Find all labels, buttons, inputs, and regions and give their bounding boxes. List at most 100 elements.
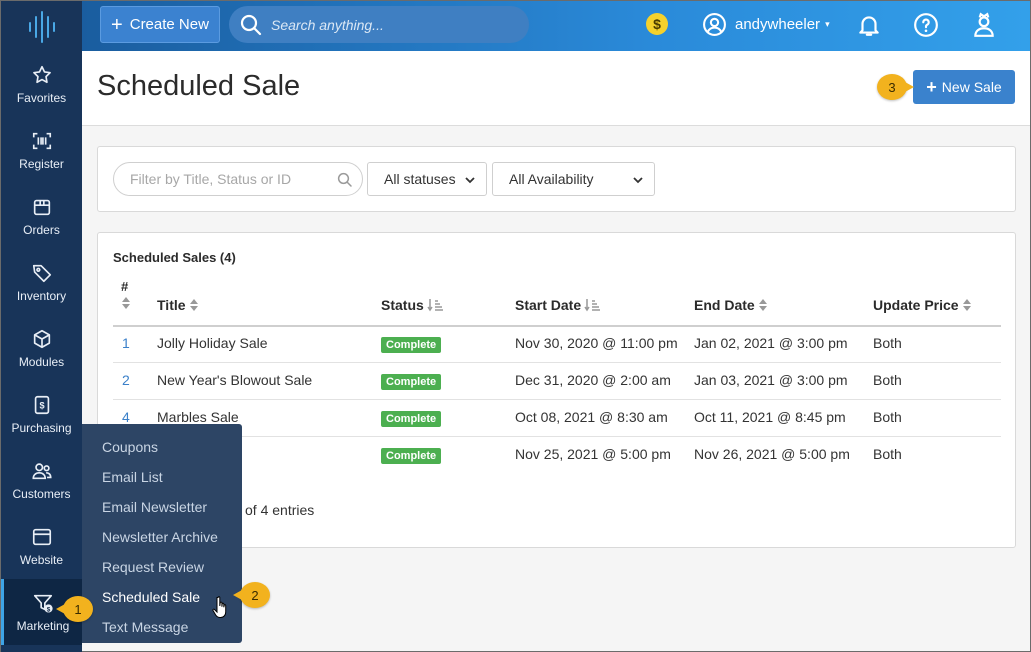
column-header-status[interactable]: Status [381, 297, 443, 313]
sidebar-item-label: Customers [12, 486, 71, 501]
plus-icon: + [111, 13, 123, 36]
column-header-start-date[interactable]: Start Date [515, 297, 601, 313]
flyout-item-email-list[interactable]: Email List [102, 469, 163, 485]
sort-icon [962, 299, 971, 311]
status-badge: Complete [381, 411, 442, 427]
logo-icon [28, 11, 55, 43]
callout-3: 3 [877, 74, 914, 100]
barcode-icon [32, 132, 51, 149]
row-divider [113, 399, 1001, 400]
chevron-down-icon [633, 177, 643, 184]
callout-1: 1 [56, 596, 93, 622]
sidebar-item-orders[interactable]: Orders [1, 183, 82, 249]
users-icon [31, 462, 52, 479]
column-header-end-date[interactable]: End Date [694, 297, 768, 313]
sidebar-item-register[interactable]: Register [1, 117, 82, 183]
column-header-label: Update Price [873, 297, 959, 313]
svg-text:$: $ [47, 606, 51, 613]
row-title: New Year's Blowout Sale [157, 372, 313, 388]
star-icon [32, 65, 51, 83]
sidebar-item-label: Favorites [16, 90, 67, 105]
help-icon[interactable] [913, 12, 939, 38]
entries-info: of 4 entries [245, 502, 315, 518]
filter-placeholder: Filter by Title, Status or ID [130, 171, 292, 187]
new-sale-button[interactable]: + New Sale [913, 70, 1015, 104]
sidebar-item-customers[interactable]: Customers [1, 447, 82, 513]
sidebar-item-label: Register [19, 156, 64, 171]
cube-icon [33, 329, 50, 348]
sidebar-item-website[interactable]: Website [1, 513, 82, 579]
chevron-down-icon [465, 177, 475, 184]
browser-icon [32, 528, 51, 545]
sidebar-item-label: Modules [18, 354, 65, 369]
invoice-icon: $ [34, 395, 49, 414]
row-title: Marbles Sale [157, 409, 239, 425]
create-new-button[interactable]: + Create New [100, 6, 220, 43]
agent-icon[interactable] [971, 12, 997, 38]
sort-icon [189, 299, 198, 311]
row-end-date: Jan 03, 2021 @ 3:00 pm [694, 372, 848, 388]
flyout-item-coupons[interactable]: Coupons [102, 439, 159, 455]
plus-icon: + [926, 77, 937, 97]
hand-cursor-icon [212, 596, 227, 618]
search-icon [240, 14, 262, 35]
status-badge: Complete [381, 374, 442, 390]
logo[interactable] [1, 1, 82, 51]
callout-2: 2 [233, 582, 270, 608]
credits-coin-icon[interactable]: $ [646, 13, 668, 35]
sort-desc-icon [427, 299, 443, 312]
user-menu[interactable]: andywheeler ▾ [702, 12, 830, 37]
row-id-link[interactable]: 1 [122, 335, 130, 351]
scheduled-sales-panel: Scheduled Sales (4) # Title Status Start… [97, 232, 1016, 548]
flyout-item-scheduled-sale[interactable]: Scheduled Sale [102, 589, 201, 605]
column-header-update-price[interactable]: Update Price [873, 297, 972, 313]
row-divider [113, 362, 1001, 363]
row-update-price: Both [873, 372, 902, 388]
sidebar-item-modules[interactable]: Modules [1, 315, 82, 381]
sort-icon [122, 297, 130, 309]
row-start-date: Oct 08, 2021 @ 8:30 am [515, 409, 668, 425]
page-title: Scheduled Sale [97, 70, 301, 102]
header-divider [113, 325, 1001, 327]
page-header: Scheduled Sale + New Sale [82, 51, 1030, 126]
column-header-label: Title [157, 297, 186, 313]
status-select-value: All statuses [384, 171, 456, 187]
tag-icon [32, 264, 51, 282]
filter-search-input[interactable]: Filter by Title, Status or ID [113, 162, 363, 196]
create-new-label: Create New [129, 16, 209, 33]
row-start-date: Dec 31, 2020 @ 2:00 am [515, 372, 671, 388]
row-end-date: Jan 02, 2021 @ 3:00 pm [694, 335, 848, 351]
svg-text:$: $ [39, 400, 44, 410]
table-heading: Scheduled Sales (4) [113, 250, 236, 265]
flyout-item-newsletter-archive[interactable]: Newsletter Archive [102, 529, 218, 545]
global-search-input[interactable]: Search anything... [229, 6, 529, 43]
sidebar-item-label: Purchasing [11, 420, 72, 435]
bell-icon[interactable] [856, 12, 882, 38]
column-header-label: End Date [694, 297, 755, 313]
filter-panel: Filter by Title, Status or ID All status… [97, 146, 1016, 212]
row-title: Jolly Holiday Sale [157, 335, 268, 351]
row-update-price: Both [873, 335, 902, 351]
row-update-price: Both [873, 409, 902, 425]
sidebar-item-inventory[interactable]: Inventory [1, 249, 82, 315]
row-divider [113, 436, 1001, 437]
column-header-title[interactable]: Title [157, 297, 199, 313]
row-end-date: Nov 26, 2021 @ 5:00 pm [694, 446, 850, 462]
search-placeholder: Search anything... [271, 16, 384, 33]
column-header-label: Status [381, 297, 424, 313]
row-id-link[interactable]: 2 [122, 372, 130, 388]
row-id-link[interactable]: 4 [122, 409, 130, 425]
sidebar-item-purchasing[interactable]: $ Purchasing [1, 381, 82, 447]
box-icon [33, 199, 50, 215]
status-badge: Complete [381, 337, 442, 353]
status-select[interactable]: All statuses [367, 162, 487, 196]
flyout-item-request-review[interactable]: Request Review [102, 559, 204, 575]
flyout-item-email-newsletter[interactable]: Email Newsletter [102, 499, 208, 515]
availability-select-value: All Availability [509, 171, 594, 187]
sort-desc-icon [584, 299, 601, 312]
sidebar-item-favorites[interactable]: Favorites [1, 51, 82, 117]
column-header-id[interactable]: # [121, 279, 131, 313]
flyout-item-text-message[interactable]: Text Message [102, 619, 189, 635]
sidebar-item-label: Orders [23, 222, 60, 237]
availability-select[interactable]: All Availability [492, 162, 655, 196]
